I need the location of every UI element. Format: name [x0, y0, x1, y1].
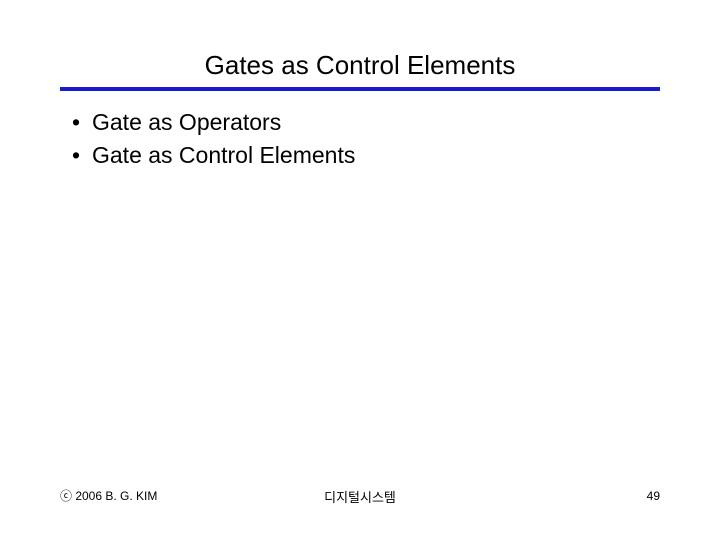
slide-title: Gates as Control Elements: [60, 50, 660, 87]
bullet-list: Gate as Operators Gate as Control Elemen…: [60, 109, 660, 169]
footer-copyright: ⓒ 2006 B. G. KIM: [60, 487, 157, 504]
footer: ⓒ 2006 B. G. KIM 디지털시스템 49: [60, 487, 660, 504]
footer-center: 디지털시스템: [324, 487, 396, 506]
bullet-item: Gate as Operators: [72, 109, 660, 136]
bullet-item: Gate as Control Elements: [72, 142, 660, 169]
slide: Gates as Control Elements Gate as Operat…: [0, 0, 720, 540]
title-underline: [60, 87, 660, 91]
footer-page-number: 49: [647, 489, 660, 503]
